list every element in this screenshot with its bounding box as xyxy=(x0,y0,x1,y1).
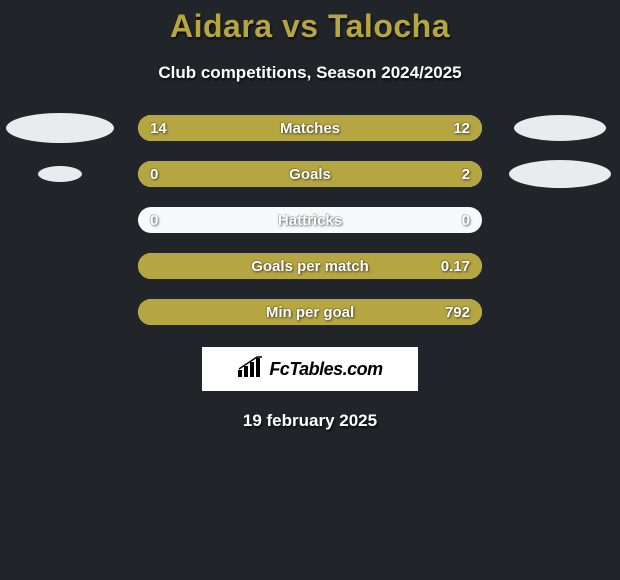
stat-bar: Goals per match 0.17 xyxy=(138,253,482,279)
left-ellipse-slot xyxy=(0,166,120,182)
stat-value-right: 0 xyxy=(462,212,470,229)
page-subtitle: Club competitions, Season 2024/2025 xyxy=(0,63,620,83)
stat-label: Goals per match xyxy=(251,258,369,275)
page-title: Aidara vs Talocha xyxy=(0,0,620,45)
stat-bar: 14 Matches 12 xyxy=(138,115,482,141)
stat-row: Goals per match 0.17 xyxy=(0,251,620,281)
stat-value-left: 0 xyxy=(150,166,158,183)
stat-value-right: 792 xyxy=(445,304,470,321)
bar-fill-left xyxy=(138,161,207,187)
right-ellipse-slot xyxy=(500,160,620,188)
stat-bar: Min per goal 792 xyxy=(138,299,482,325)
stat-row: 14 Matches 12 xyxy=(0,113,620,143)
stats-container: 14 Matches 12 0 Goals 2 0 Hattricks 0 Goals per m… xyxy=(0,113,620,327)
branding-badge: FcTables.com xyxy=(202,347,418,391)
stat-value-right: 12 xyxy=(453,120,470,137)
stat-value-right: 0.17 xyxy=(441,258,470,275)
stat-value-left: 0 xyxy=(150,212,158,229)
right-ellipse xyxy=(514,115,606,141)
left-ellipse xyxy=(6,113,114,143)
bar-fill-right xyxy=(207,161,482,187)
stat-label: Hattricks xyxy=(278,212,342,229)
left-ellipse xyxy=(38,166,82,182)
stat-row: Min per goal 792 xyxy=(0,297,620,327)
stat-value-left: 14 xyxy=(150,120,167,137)
branding-text: FcTables.com xyxy=(269,359,382,380)
stat-label: Goals xyxy=(289,166,331,183)
chart-icon xyxy=(237,356,263,383)
stat-row: 0 Goals 2 xyxy=(0,159,620,189)
stat-label: Min per goal xyxy=(266,304,354,321)
stat-bar: 0 Hattricks 0 xyxy=(138,207,482,233)
footer-date: 19 february 2025 xyxy=(0,411,620,431)
left-ellipse-slot xyxy=(0,113,120,143)
stat-value-right: 2 xyxy=(462,166,470,183)
stat-label: Matches xyxy=(280,120,340,137)
stat-bar: 0 Goals 2 xyxy=(138,161,482,187)
right-ellipse xyxy=(509,160,611,188)
stat-row: 0 Hattricks 0 xyxy=(0,205,620,235)
right-ellipse-slot xyxy=(500,115,620,141)
